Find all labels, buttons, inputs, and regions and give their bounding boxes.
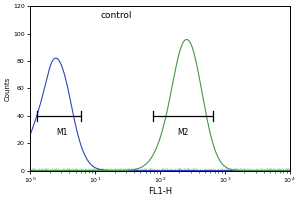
Y-axis label: Counts: Counts [4,76,10,101]
Text: control: control [100,11,132,20]
Text: M2: M2 [178,128,189,137]
Text: M1: M1 [56,128,68,137]
X-axis label: FL1-H: FL1-H [148,187,172,196]
